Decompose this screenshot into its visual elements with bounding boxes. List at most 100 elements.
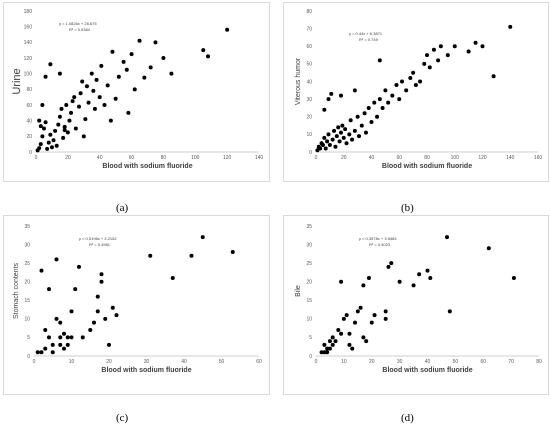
data-point — [325, 346, 330, 351]
data-point — [48, 132, 53, 137]
x-tick-label: 20 — [106, 359, 112, 365]
data-point — [99, 63, 104, 68]
data-point — [322, 107, 327, 112]
data-point — [95, 294, 100, 299]
caption-a: (a) — [116, 202, 129, 214]
data-point — [486, 246, 491, 251]
data-point — [369, 120, 374, 125]
data-point — [153, 40, 158, 45]
data-point — [322, 350, 327, 355]
data-point — [148, 65, 153, 70]
y-tick-label: 10 — [24, 317, 30, 323]
data-point — [336, 125, 341, 130]
data-point — [366, 276, 371, 280]
panel-a: 0 20 40 60 80 100 120 140 0 20 40 60 80 100 120 140 160 1… — [3, 2, 270, 182]
data-point — [92, 320, 96, 325]
y-tick-label: 80 — [306, 9, 312, 15]
data-point — [91, 88, 96, 93]
x-tick-label: 140 — [255, 155, 264, 161]
x-tick-label: 40 — [369, 155, 375, 161]
data-point — [67, 118, 72, 123]
data-point — [124, 67, 129, 72]
data-point — [69, 309, 74, 314]
data-point — [62, 124, 67, 129]
y-tick-label: 10 — [306, 132, 312, 138]
x-tick-label: 50 — [219, 359, 225, 365]
x-tick-label: 40 — [425, 359, 431, 365]
data-point — [358, 305, 363, 310]
y-tick-label: 0 — [29, 150, 32, 156]
data-point — [43, 120, 48, 125]
y-tick-label: 20 — [306, 280, 312, 286]
data-point — [431, 47, 436, 52]
data-point — [350, 137, 355, 142]
data-point — [389, 261, 394, 266]
data-point — [78, 91, 83, 96]
trendline-equation: y = 0.44x + 6.3871 — [349, 31, 383, 36]
data-point — [377, 58, 382, 63]
data-point — [400, 79, 405, 84]
data-point — [339, 279, 344, 284]
y-tick-label: 15 — [24, 298, 30, 304]
y-tick-label: 5 — [27, 335, 30, 341]
data-point — [45, 146, 50, 151]
x-tick-label: 10 — [341, 359, 347, 365]
chart-vitreous-humor: 0 20 40 60 80 100 120 140 160 0 10 20 30 40 50 60 70 80 Bl… — [295, 9, 542, 170]
data-point — [126, 110, 131, 115]
data-point — [46, 140, 51, 145]
y-tick-label: 120 — [24, 56, 33, 62]
x-axis-label: Blood with sodium fluoride — [382, 163, 472, 170]
x-tick-label: 20 — [341, 155, 347, 161]
data-point — [319, 350, 324, 355]
data-point — [355, 114, 360, 119]
y-tick-label: 15 — [306, 298, 312, 304]
data-point — [347, 342, 352, 347]
data-point — [350, 346, 355, 351]
data-point — [452, 44, 457, 49]
data-point — [62, 331, 66, 336]
y-tick-label: 160 — [24, 24, 33, 30]
data-point — [48, 62, 53, 67]
data-point — [369, 320, 374, 325]
data-point — [418, 79, 423, 84]
y-axis-label: Viterous humor — [295, 57, 302, 105]
data-point — [81, 134, 86, 139]
data-point — [62, 128, 67, 133]
data-point — [37, 118, 42, 123]
data-point — [54, 143, 59, 148]
data-point — [51, 138, 56, 143]
y-tick-label: 0 — [309, 150, 312, 156]
data-point — [72, 95, 77, 100]
data-point — [201, 48, 206, 53]
data-point — [94, 77, 99, 82]
caption-c: (c) — [116, 412, 129, 424]
data-point — [57, 114, 62, 119]
data-point — [37, 146, 42, 151]
data-point — [92, 106, 97, 111]
data-point — [86, 100, 91, 105]
trendline-equation: y = 0.5196x + 4.2152 — [79, 236, 117, 241]
data-point — [372, 100, 377, 105]
data-point — [103, 316, 108, 321]
data-point — [110, 49, 115, 54]
data-point — [41, 126, 46, 131]
x-tick-label: 10 — [69, 359, 75, 365]
data-point — [340, 123, 345, 128]
data-point — [43, 346, 48, 351]
data-point — [352, 128, 357, 133]
x-tick-label: 60 — [256, 359, 262, 365]
y-tick-label: 20 — [306, 115, 312, 121]
chart-bile: 0 10 20 30 40 50 60 70 80 0 5 10 15 20 25 30 35 Blood wit… — [295, 224, 542, 374]
data-point — [142, 75, 147, 80]
data-point — [341, 135, 346, 140]
chart-urine: 0 20 40 60 80 100 120 140 0 20 40 60 80 100 120 140 160 1… — [11, 9, 264, 170]
data-point — [372, 313, 377, 318]
data-point — [77, 264, 81, 269]
data-point — [330, 137, 335, 142]
data-point — [50, 350, 55, 355]
data-point — [108, 118, 113, 123]
data-point — [110, 305, 115, 310]
y-tick-label: 50 — [306, 62, 312, 68]
data-point — [57, 71, 62, 76]
data-point — [491, 74, 496, 79]
